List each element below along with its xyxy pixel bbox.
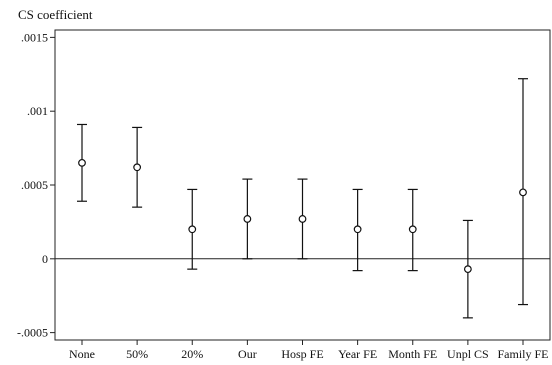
x-tick-label: Month FE [388, 347, 437, 361]
y-tick-label: .0005 [21, 178, 48, 192]
x-tick-label: Our [238, 347, 257, 361]
point-estimate [133, 163, 142, 172]
point-estimate [519, 188, 527, 197]
y-tick-label: -.0005 [17, 326, 48, 340]
point-estimate [78, 158, 86, 167]
point-estimate [408, 225, 417, 234]
x-tick-label: Hosp FE [281, 347, 323, 361]
x-tick-label: Year FE [338, 347, 377, 361]
confidence-intervals [77, 78, 528, 319]
chart-title: CS coefficient [18, 7, 93, 22]
x-tick-label: 20% [181, 347, 203, 361]
x-axis: None 50% 20% Our Hosp FE Year FE Month FE Unpl … [69, 340, 549, 361]
y-tick-label: .001 [27, 104, 48, 118]
point-estimate [298, 215, 307, 223]
x-tick-label: Unpl CS [447, 347, 489, 361]
y-axis: -.0005 0 .0005 .001 .0015 [17, 30, 55, 340]
point-estimate [188, 225, 197, 234]
y-tick-label: .0015 [21, 30, 48, 44]
x-tick-label: 50% [126, 347, 148, 361]
point-estimate [243, 215, 252, 223]
x-tick-label: Family FE [497, 347, 548, 361]
point-estimates [78, 158, 527, 274]
x-tick-label: None [69, 347, 95, 361]
y-tick-label: 0 [42, 252, 48, 266]
point-estimate [353, 225, 362, 234]
point-estimate [463, 265, 472, 274]
